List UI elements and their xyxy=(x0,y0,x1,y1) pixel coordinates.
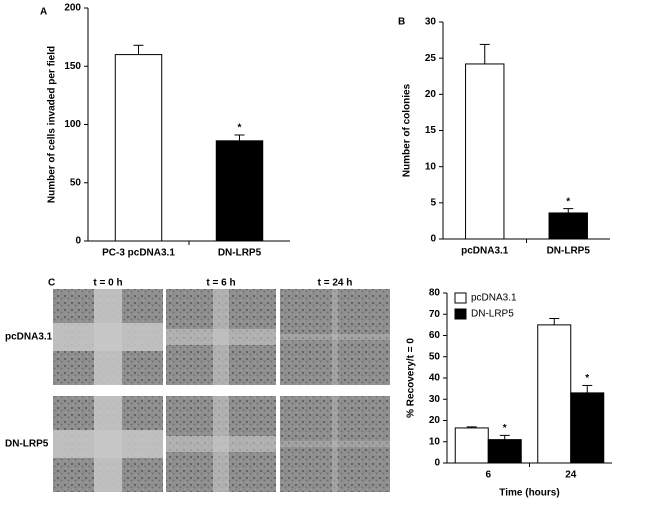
y-tick-label: 10 xyxy=(429,436,441,447)
significance-label: * xyxy=(503,423,507,434)
y-tick-label: 0 xyxy=(430,234,436,245)
bar xyxy=(215,140,264,242)
y-tick-label: 50 xyxy=(429,351,441,362)
column-header: t = 24 h xyxy=(318,278,353,289)
panel-label: A xyxy=(40,7,47,18)
y-tick-label: 40 xyxy=(429,373,441,384)
x-tick-label: 24 xyxy=(565,470,577,481)
y-axis-label: Number of colonies xyxy=(402,83,413,177)
panel-label: B xyxy=(398,17,405,28)
row-label: DN-LRP5 xyxy=(5,439,49,450)
wound-gap xyxy=(280,441,390,447)
row-label: pcDNA3.1 xyxy=(5,332,53,343)
wound-gap xyxy=(166,329,276,345)
bar xyxy=(454,427,489,464)
bar xyxy=(114,54,163,242)
x-tick-label: DN-LRP5 xyxy=(547,246,591,257)
x-tick-label: DN-LRP5 xyxy=(218,248,262,259)
x-tick-label: 6 xyxy=(485,470,491,481)
x-axis-label: Time (hours) xyxy=(499,488,559,499)
y-tick-label: 150 xyxy=(64,61,81,72)
y-tick-label: 100 xyxy=(64,119,81,130)
y-axis-label: % Recovery/t = 0 xyxy=(406,338,417,418)
panel-label: C xyxy=(48,278,55,289)
wound-gap xyxy=(332,396,338,492)
y-tick-label: 50 xyxy=(70,177,82,188)
bar xyxy=(537,324,572,464)
y-tick-label: 60 xyxy=(429,330,441,341)
x-tick-label: pcDNA3.1 xyxy=(461,246,509,257)
significance-label: * xyxy=(238,123,242,134)
y-tick-label: 0 xyxy=(75,236,81,247)
bar xyxy=(548,212,588,240)
x-tick-label: PC-3 pcDNA3.1 xyxy=(102,248,175,259)
y-tick-label: 25 xyxy=(425,53,437,64)
wound-gap xyxy=(53,323,163,351)
micrograph xyxy=(280,396,390,492)
y-tick-label: 30 xyxy=(429,394,441,405)
bar xyxy=(570,392,605,464)
bar xyxy=(487,439,522,464)
y-tick-label: 0 xyxy=(434,458,440,469)
column-header: t = 6 h xyxy=(206,278,235,289)
micrograph xyxy=(280,289,390,385)
y-tick-label: 80 xyxy=(429,288,441,299)
y-tick-label: 10 xyxy=(425,161,437,172)
y-tick-label: 20 xyxy=(425,89,437,100)
y-tick-label: 20 xyxy=(429,415,441,426)
y-tick-label: 70 xyxy=(429,309,441,320)
wound-gap xyxy=(53,430,163,458)
y-tick-label: 30 xyxy=(425,17,437,28)
significance-label: * xyxy=(585,373,589,384)
wound-gap xyxy=(166,436,276,452)
y-axis-label: Number of cells invaded per field xyxy=(47,46,58,203)
legend-label: DN-LRP5 xyxy=(471,309,514,320)
y-tick-label: 5 xyxy=(430,197,436,208)
legend-swatch xyxy=(454,292,467,304)
legend-swatch xyxy=(454,308,467,320)
wound-gap xyxy=(280,334,390,340)
bar xyxy=(465,63,505,240)
y-tick-label: 15 xyxy=(425,125,437,136)
significance-label: * xyxy=(566,196,570,207)
wound-gap xyxy=(332,289,338,385)
y-tick-label: 200 xyxy=(64,3,81,14)
legend-label: pcDNA3.1 xyxy=(471,293,517,304)
column-header: t = 0 h xyxy=(93,278,122,289)
